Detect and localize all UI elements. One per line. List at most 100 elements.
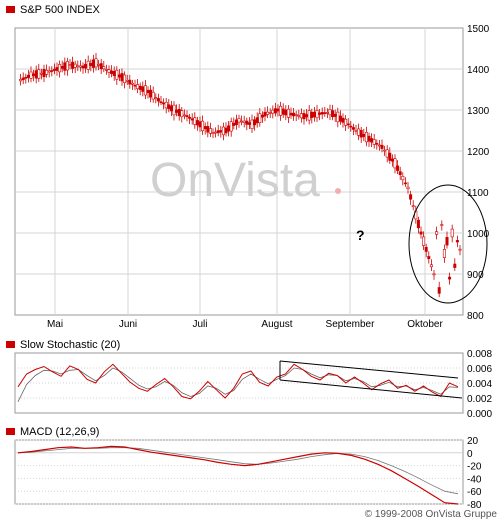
candle-body (89, 63, 93, 66)
candle-body (208, 128, 212, 134)
candle-body (406, 186, 410, 190)
macd-y-tick-label: -20 (467, 462, 482, 473)
candle-body (55, 67, 59, 71)
candle-body (354, 130, 358, 132)
candle-body (24, 77, 28, 79)
candle-body (247, 122, 251, 125)
candle-body (263, 111, 267, 117)
stoch-legend-swatch (6, 341, 15, 348)
stoch-y-tick-label: 0.004 (467, 379, 492, 390)
candle-body (396, 165, 400, 171)
candle-body (125, 80, 129, 82)
candle-body (45, 69, 49, 75)
candle-body (206, 126, 210, 133)
candle-body (383, 149, 387, 152)
candle-body (299, 113, 303, 119)
candle-body (227, 125, 231, 132)
candle-body (185, 115, 189, 118)
candle-body (359, 130, 363, 138)
candle-body (97, 64, 101, 66)
candle-body (432, 273, 436, 276)
candle-body (284, 109, 288, 116)
candle-body (320, 112, 324, 115)
candle-body (411, 205, 415, 208)
candle-body (312, 111, 316, 118)
candle-body (422, 236, 426, 246)
copyright: © 1999-2008 OnVista Gruppe (365, 509, 498, 520)
candle-body (123, 74, 127, 83)
candle-body (385, 149, 389, 158)
candle-body (128, 79, 132, 85)
macd-y-tick-label: -60 (467, 487, 482, 498)
candle-body (380, 144, 384, 149)
candle-body (19, 78, 23, 82)
candle-body (242, 120, 246, 123)
candle-body (305, 114, 309, 118)
candle-body (437, 287, 441, 294)
candle-body (169, 105, 173, 112)
candle-body (177, 108, 181, 117)
macd-line (17, 445, 459, 505)
candle-body (198, 121, 202, 128)
candle-body (336, 111, 340, 123)
candle-body (117, 74, 121, 78)
candle-body (39, 72, 43, 75)
candle-body (279, 105, 283, 116)
candle-body (164, 101, 168, 109)
candle-body (234, 119, 238, 126)
candle-body (276, 108, 280, 112)
candle-body (237, 118, 241, 123)
candle-body (310, 111, 314, 118)
stoch-y-tick-label: 0.000 (467, 409, 492, 420)
candle-body (65, 61, 69, 71)
stoch-y-tick-label: 0.008 (467, 349, 492, 360)
candle-body (107, 69, 111, 73)
candle-body (211, 132, 215, 134)
main-x-tick-label: August (261, 319, 292, 330)
candle-body (138, 85, 142, 90)
candle-body (292, 112, 296, 117)
candle-body (403, 182, 407, 185)
candle-body (21, 77, 25, 81)
candle-body (26, 74, 30, 78)
macd-chart-title: MACD (12,26,9) (20, 426, 99, 438)
candle-body (37, 69, 41, 79)
candle-body (159, 101, 163, 104)
candle-body (372, 139, 376, 145)
main-y-tick-label: 1400 (467, 65, 490, 76)
macd-grid (15, 439, 463, 505)
candle-body (120, 73, 124, 82)
candle-body (455, 240, 459, 243)
candle-body (81, 65, 85, 69)
candle-body (141, 86, 145, 92)
candle-body (201, 120, 205, 132)
macd-y-tick-label: -80 (467, 500, 482, 511)
candle-body (370, 138, 374, 143)
macd-y-tick-label: 20 (467, 436, 479, 447)
candle-body (281, 108, 285, 115)
candle-body (393, 158, 397, 169)
candle-body (110, 70, 114, 74)
candle-body (401, 175, 405, 181)
candle-body (409, 194, 413, 200)
main-y-axis: 800 900 1000 1100 1200 1300 1400 1500 (467, 24, 490, 322)
candle-body (266, 111, 270, 115)
candle-body (133, 84, 137, 87)
candle-body (34, 70, 38, 79)
main-y-tick-label: 1100 (467, 188, 489, 199)
candle-body (136, 84, 140, 90)
main-y-tick-label: 900 (467, 270, 484, 281)
main-x-tick-label: Juni (119, 319, 137, 330)
candle-body (416, 219, 420, 229)
candle-body (130, 82, 134, 85)
candle-body (112, 71, 116, 77)
candle-body (344, 118, 348, 126)
candle-body (294, 114, 298, 116)
candle-body (429, 264, 433, 268)
candle-body (50, 70, 54, 72)
main-grid (15, 28, 463, 315)
candle-body (180, 110, 184, 117)
candle-body (91, 59, 95, 68)
candlestick-series (19, 53, 462, 298)
candle-body (419, 231, 423, 235)
